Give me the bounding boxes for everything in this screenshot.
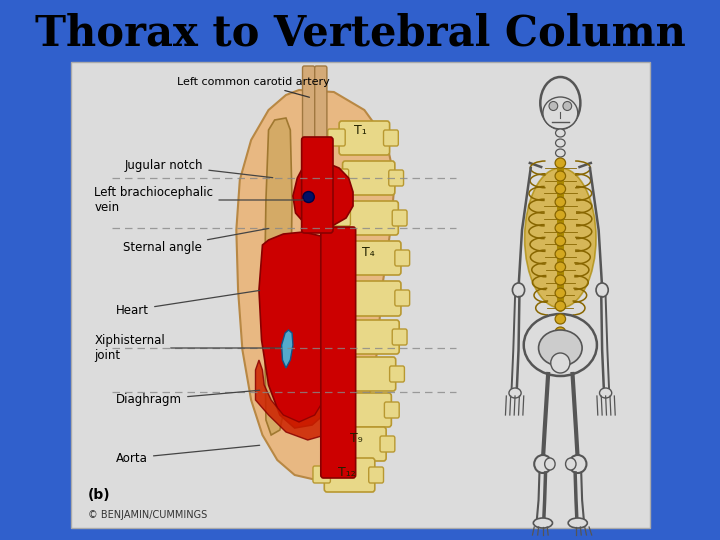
FancyBboxPatch shape [343, 161, 395, 195]
FancyBboxPatch shape [395, 290, 410, 306]
Ellipse shape [568, 518, 588, 528]
Text: Left brachiocephalic
vein: Left brachiocephalic vein [94, 186, 303, 214]
FancyBboxPatch shape [389, 170, 403, 186]
FancyBboxPatch shape [392, 210, 407, 226]
Ellipse shape [596, 283, 608, 297]
Text: Heart: Heart [116, 291, 260, 316]
Ellipse shape [551, 353, 570, 373]
Ellipse shape [539, 330, 582, 366]
FancyBboxPatch shape [390, 366, 405, 382]
Ellipse shape [556, 149, 565, 157]
Polygon shape [293, 163, 353, 228]
Ellipse shape [569, 455, 587, 473]
FancyBboxPatch shape [334, 249, 351, 266]
Ellipse shape [555, 262, 565, 272]
Ellipse shape [555, 184, 565, 194]
Bar [71, 62, 650, 528]
Text: Jugular notch: Jugular notch [125, 159, 273, 178]
FancyBboxPatch shape [327, 401, 344, 418]
FancyBboxPatch shape [342, 357, 396, 391]
Text: (b): (b) [89, 488, 111, 502]
FancyBboxPatch shape [380, 436, 395, 452]
Polygon shape [256, 345, 353, 440]
FancyBboxPatch shape [313, 466, 330, 483]
Ellipse shape [540, 77, 580, 129]
FancyBboxPatch shape [324, 458, 375, 492]
Ellipse shape [303, 192, 314, 202]
Text: Diaghragm: Diaghragm [116, 390, 260, 407]
FancyBboxPatch shape [338, 393, 392, 427]
FancyBboxPatch shape [334, 427, 386, 461]
Ellipse shape [555, 158, 565, 168]
Ellipse shape [555, 314, 565, 324]
Ellipse shape [555, 288, 565, 298]
Ellipse shape [534, 455, 552, 473]
Ellipse shape [555, 223, 565, 233]
Polygon shape [282, 330, 293, 368]
Ellipse shape [600, 388, 612, 398]
Ellipse shape [509, 388, 521, 398]
Text: © BENJAMIN/CUMMINGS: © BENJAMIN/CUMMINGS [89, 510, 207, 520]
FancyBboxPatch shape [302, 66, 315, 200]
FancyBboxPatch shape [331, 169, 348, 186]
Ellipse shape [555, 301, 565, 311]
Text: Left common carotid artery: Left common carotid artery [177, 77, 330, 97]
Ellipse shape [523, 314, 597, 376]
Ellipse shape [565, 458, 576, 470]
FancyBboxPatch shape [330, 365, 348, 382]
Ellipse shape [555, 327, 565, 337]
Ellipse shape [555, 197, 565, 207]
FancyBboxPatch shape [384, 130, 398, 146]
FancyBboxPatch shape [344, 201, 398, 235]
Text: T₉: T₉ [350, 431, 363, 444]
FancyBboxPatch shape [345, 241, 401, 275]
Text: T₁₂: T₁₂ [338, 465, 356, 478]
FancyBboxPatch shape [334, 289, 351, 306]
Ellipse shape [543, 97, 577, 129]
Polygon shape [259, 232, 332, 428]
Polygon shape [264, 118, 292, 435]
Text: Aorta: Aorta [116, 446, 260, 464]
Ellipse shape [556, 139, 565, 147]
Ellipse shape [555, 171, 565, 181]
Ellipse shape [534, 518, 552, 528]
Ellipse shape [555, 210, 565, 220]
Text: T₁: T₁ [354, 124, 366, 137]
FancyBboxPatch shape [333, 209, 351, 226]
Ellipse shape [555, 249, 565, 259]
FancyBboxPatch shape [323, 435, 340, 452]
FancyBboxPatch shape [369, 467, 384, 483]
Polygon shape [236, 90, 395, 480]
FancyBboxPatch shape [328, 129, 345, 146]
FancyBboxPatch shape [321, 227, 356, 478]
Ellipse shape [563, 102, 572, 111]
Text: T₄: T₄ [362, 246, 375, 259]
Ellipse shape [544, 458, 555, 470]
Text: Sternal angle: Sternal angle [123, 228, 269, 254]
FancyBboxPatch shape [392, 329, 407, 345]
FancyBboxPatch shape [345, 281, 401, 316]
Text: Thorax to Vertebral Column: Thorax to Vertebral Column [35, 13, 685, 55]
Ellipse shape [549, 102, 558, 111]
Ellipse shape [525, 168, 596, 308]
Ellipse shape [556, 159, 565, 167]
Ellipse shape [555, 275, 565, 285]
Ellipse shape [555, 236, 565, 246]
Ellipse shape [556, 129, 565, 137]
Text: Xiphisternal
joint: Xiphisternal joint [94, 334, 281, 362]
FancyBboxPatch shape [315, 66, 327, 200]
FancyBboxPatch shape [302, 137, 333, 233]
Ellipse shape [513, 283, 525, 297]
FancyBboxPatch shape [395, 250, 410, 266]
FancyBboxPatch shape [344, 320, 399, 354]
FancyBboxPatch shape [384, 402, 399, 418]
FancyBboxPatch shape [333, 328, 351, 345]
FancyBboxPatch shape [339, 121, 390, 155]
